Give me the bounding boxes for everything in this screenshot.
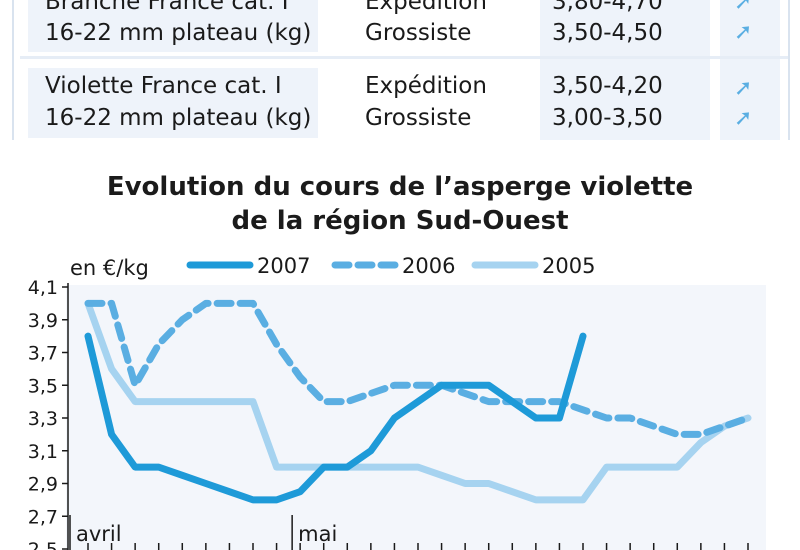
y-axis-label: en €/kg (70, 256, 149, 280)
chart-title-line2: de la région Sud-Ouest (231, 206, 569, 236)
y-tick-label: 2,7 (28, 506, 58, 528)
trend-up-arrow-icon: ➚ (734, 76, 753, 101)
series-line-2007 (84, 332, 587, 504)
table-row1-stage2: Grossiste (365, 20, 472, 46)
y-tick-label: 2,9 (28, 474, 58, 496)
y-tick-label: 3,3 (28, 408, 58, 430)
y-axis-ticks: 4,1 3,9 3,7 3,5 3,3 3,1 2,9 2,7 2,5 (28, 277, 69, 550)
month-label: mai (298, 522, 337, 546)
y-tick-label: 3,9 (28, 310, 58, 332)
legend-label-2005: 2005 (542, 254, 595, 278)
table-row2-product-line2: 16-22 mm plateau (kg) (45, 105, 312, 131)
table-shade-product-row1 (28, 0, 318, 52)
plot-background (66, 285, 766, 550)
table-shade-price-col (540, 0, 710, 140)
series-line-2006 (84, 299, 752, 438)
table-right-border (788, 0, 790, 140)
trend-up-arrow-icon: ➚ (734, 0, 753, 15)
trend-up-arrow-icon: ➚ (734, 20, 753, 45)
y-tick-label: 3,1 (28, 441, 58, 463)
month-label: avril (76, 522, 122, 546)
table-row-separator (20, 56, 790, 59)
table-row2-price1: 3,50-4,20 (552, 73, 663, 99)
table-left-border (12, 0, 14, 140)
series-layer (84, 299, 752, 504)
trend-up-arrow-icon: ➚ (734, 106, 753, 131)
table-row2-stage1: Expédition (365, 73, 487, 99)
y-tick-label: 3,5 (28, 375, 58, 397)
table-shade-product-row2 (28, 68, 318, 138)
table-row1-product-line2: 16-22 mm plateau (kg) (45, 20, 312, 46)
y-tick-label: 4,1 (28, 277, 58, 299)
series-line-2005 (84, 299, 752, 504)
table-row1-price1: 3,80-4,70 (552, 0, 663, 15)
y-tick-label: 2,5 (28, 539, 58, 550)
table-shade-trend-col (720, 0, 780, 140)
legend-label-2007: 2007 (257, 254, 310, 278)
legend-label-2006: 2006 (402, 254, 455, 278)
chart-title: Evolution du cours de l’asperge violette… (0, 170, 800, 238)
legend: 2007 2006 2005 (186, 254, 595, 278)
table-row2-product-line1: Violette France cat. I (45, 73, 282, 99)
table-row1-price2: 3,50-4,50 (552, 20, 663, 46)
grid-layer (87, 543, 749, 550)
table-row1-product-line1: Branche France cat. I (45, 0, 289, 15)
chart-title-line1: Evolution du cours de l’asperge violette (106, 172, 694, 202)
month-labels: avril mai (69, 515, 337, 550)
y-tick-label: 3,7 (28, 343, 58, 365)
table-row2-price2: 3,00-3,50 (552, 105, 663, 131)
table-row2-stage2: Grossiste (365, 105, 472, 131)
table-row1-stage1: Expédition (365, 0, 487, 15)
price-table: Branche France cat. I 16-22 mm plateau (… (0, 0, 800, 140)
